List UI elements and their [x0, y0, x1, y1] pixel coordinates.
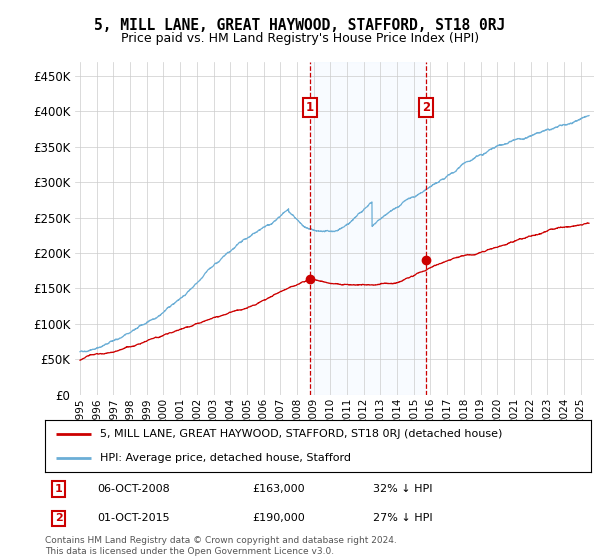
Bar	[310, 62, 426, 395]
Text: 1: 1	[306, 101, 314, 114]
Text: 2: 2	[422, 101, 430, 114]
Text: 06-OCT-2008: 06-OCT-2008	[97, 484, 170, 494]
Text: 5, MILL LANE, GREAT HAYWOOD, STAFFORD, ST18 0RJ: 5, MILL LANE, GREAT HAYWOOD, STAFFORD, S…	[94, 18, 506, 33]
Text: Contains HM Land Registry data © Crown copyright and database right 2024.
This d: Contains HM Land Registry data © Crown c…	[45, 536, 397, 556]
Text: 01-OCT-2015: 01-OCT-2015	[97, 514, 169, 524]
Text: £190,000: £190,000	[253, 514, 305, 524]
Text: 5, MILL LANE, GREAT HAYWOOD, STAFFORD, ST18 0RJ (detached house): 5, MILL LANE, GREAT HAYWOOD, STAFFORD, S…	[100, 429, 502, 439]
Text: 2: 2	[55, 514, 62, 524]
Text: £163,000: £163,000	[253, 484, 305, 494]
Text: HPI: Average price, detached house, Stafford: HPI: Average price, detached house, Staf…	[100, 452, 350, 463]
Text: 32% ↓ HPI: 32% ↓ HPI	[373, 484, 432, 494]
Text: 1: 1	[55, 484, 62, 494]
Text: 27% ↓ HPI: 27% ↓ HPI	[373, 514, 432, 524]
Text: Price paid vs. HM Land Registry's House Price Index (HPI): Price paid vs. HM Land Registry's House …	[121, 32, 479, 45]
